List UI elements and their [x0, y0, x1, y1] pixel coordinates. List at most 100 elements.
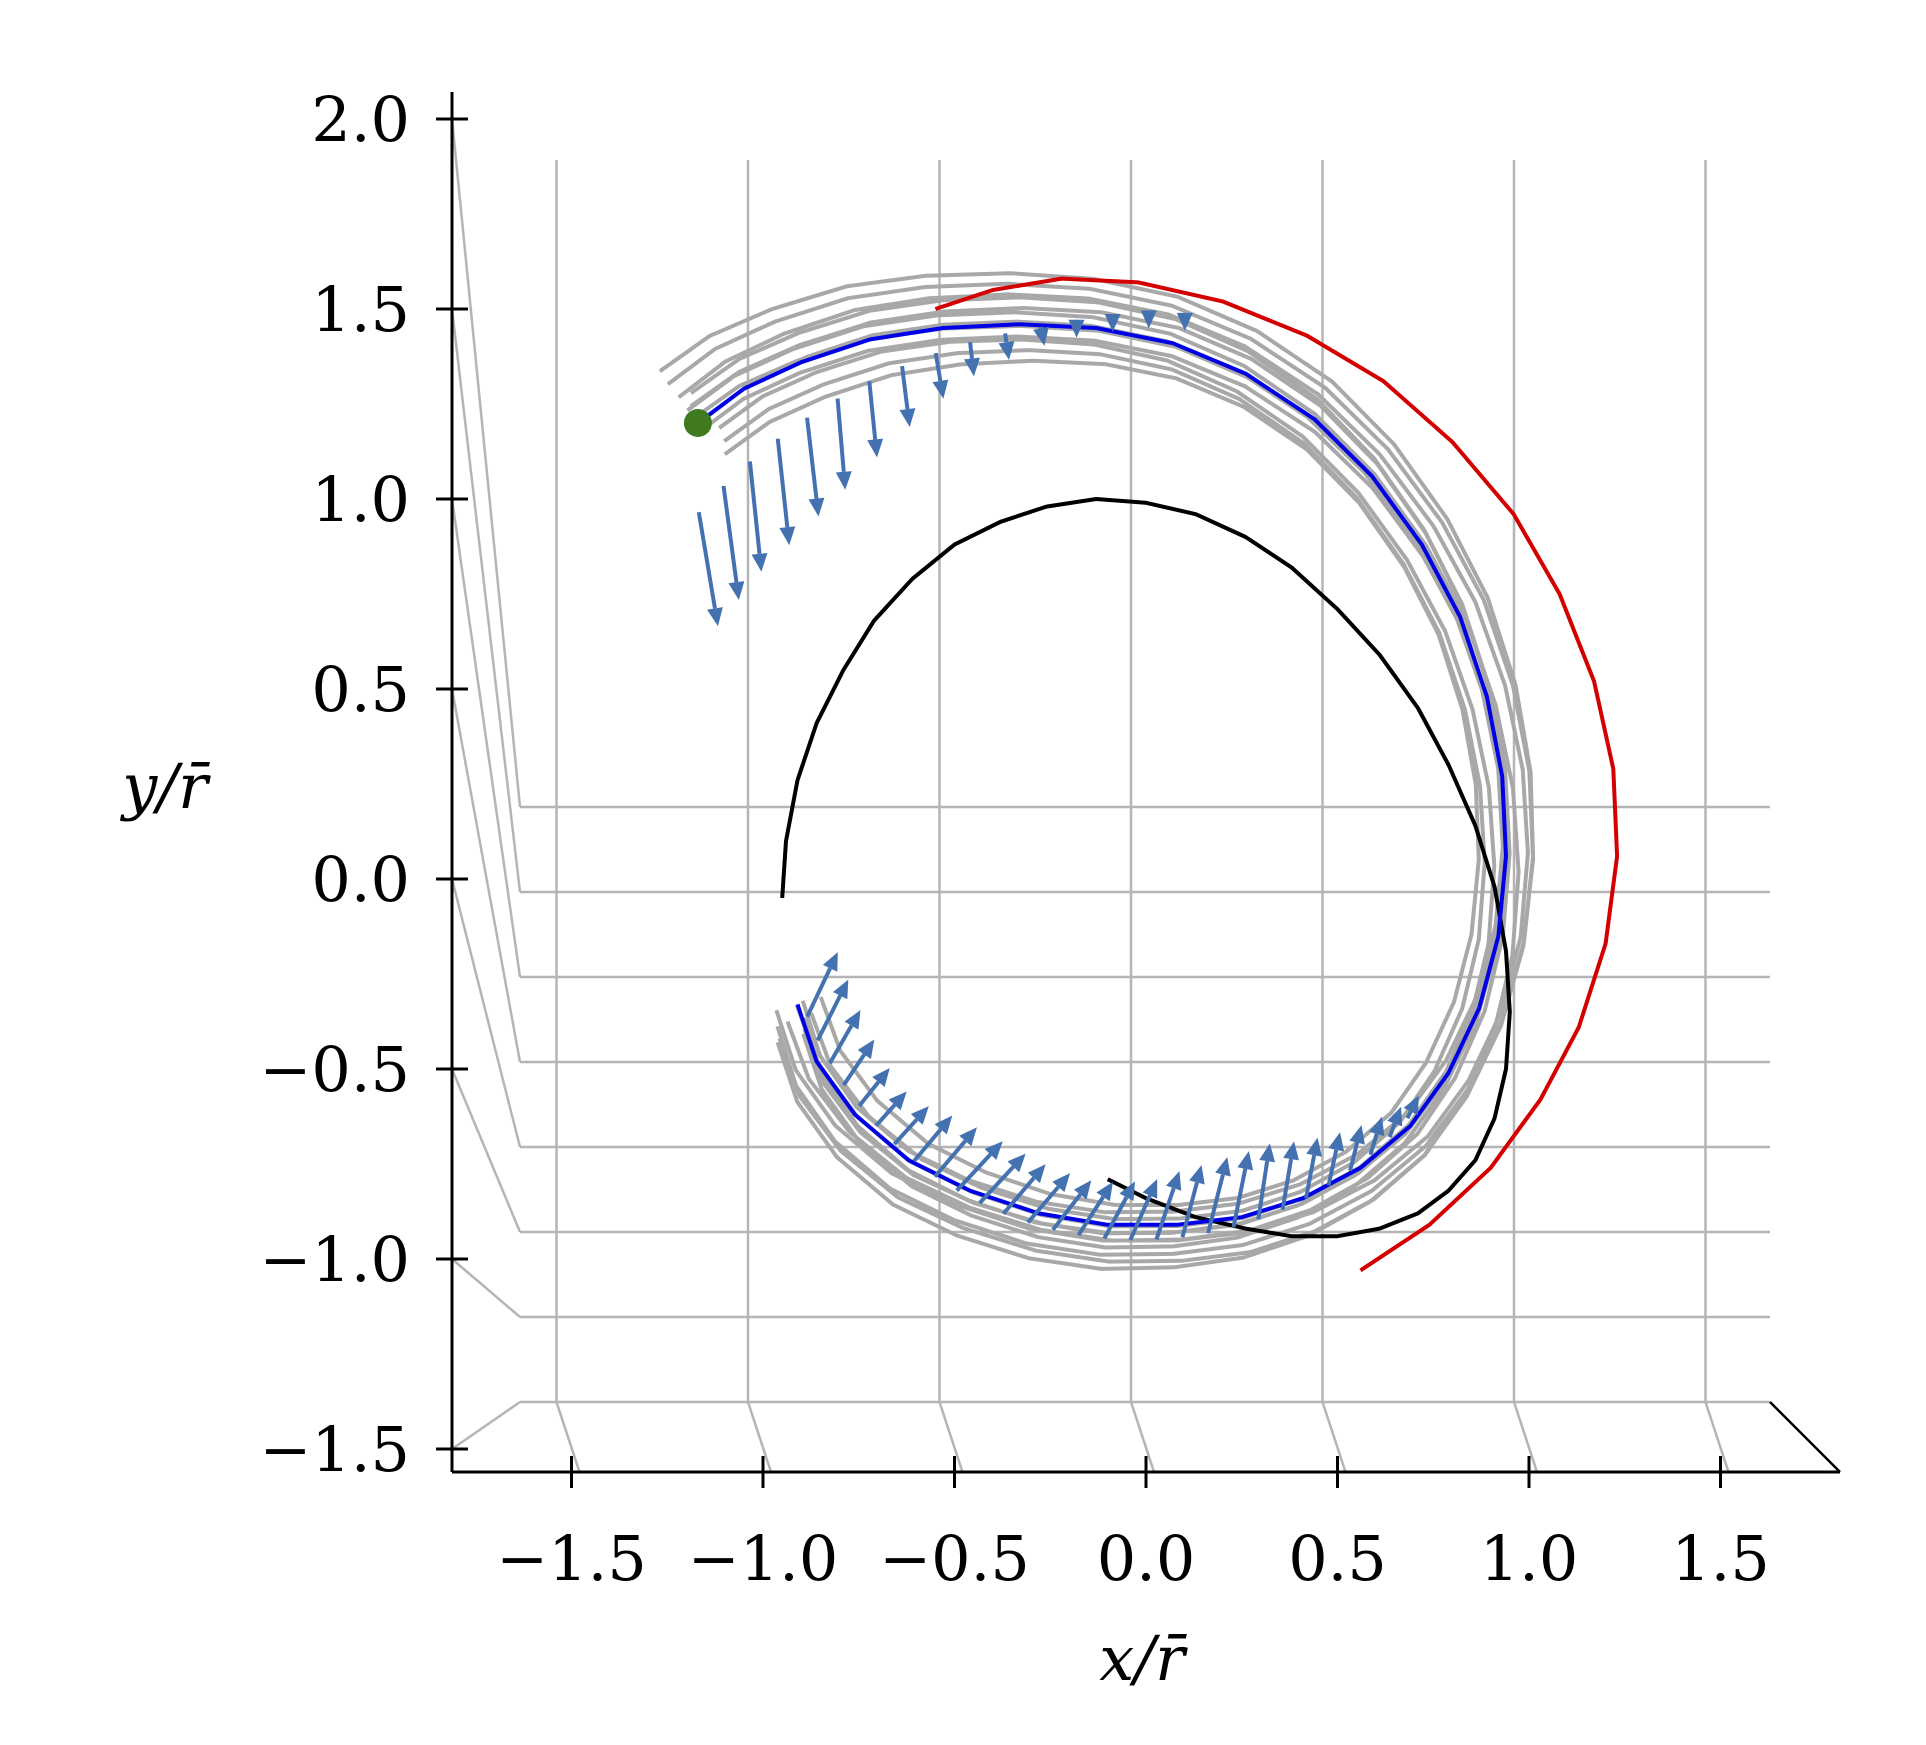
velocity-arrow-head — [934, 1115, 953, 1135]
x-tick-label: −1.0 — [688, 1522, 839, 1595]
grid-floor-line — [1321, 1401, 1347, 1473]
velocity-arrow-head — [835, 471, 852, 490]
x-tick-label: −0.5 — [879, 1522, 1030, 1595]
ensemble-line — [723, 348, 1487, 1222]
velocity-arrow — [1026, 1185, 1060, 1224]
grid-floor-line — [938, 1401, 964, 1473]
grid-wall-line — [450, 1068, 522, 1233]
floor-edge — [1769, 1401, 1841, 1473]
velocity-arrow — [1051, 1193, 1082, 1231]
grid-wall-line — [451, 1258, 521, 1318]
velocity-arrow-head — [1259, 1143, 1276, 1163]
velocity-arrow — [805, 967, 832, 1018]
orbit-series — [696, 276, 1620, 1273]
velocity-arrow-head — [1140, 310, 1157, 329]
start-point-marker — [683, 409, 712, 437]
grid-floor-line — [1512, 1401, 1539, 1473]
velocity-arrow — [1206, 1174, 1225, 1234]
velocity-arrow — [955, 1153, 992, 1193]
ensemble-line — [686, 310, 1521, 1264]
velocity-arrow-head — [1142, 1179, 1158, 1199]
x-tick-label: 0.0 — [1097, 1522, 1196, 1595]
velocity-arrow — [1128, 1194, 1152, 1241]
velocity-arrow-head — [751, 552, 768, 572]
velocity-arrow-head — [899, 408, 916, 427]
velocity-arrow — [842, 1053, 866, 1087]
ensemble-line — [677, 292, 1530, 1243]
grid-floor-line — [1129, 1401, 1156, 1473]
velocity-arrow-head — [932, 379, 949, 399]
velocity-arrow — [857, 1080, 881, 1108]
velocity-arrow — [867, 381, 878, 440]
velocity-arrow — [1231, 1168, 1248, 1228]
blue-trajectory-line — [696, 322, 1508, 1227]
grid-wall-line — [451, 1400, 521, 1451]
velocity-arrow-head — [1104, 313, 1121, 332]
y-tick-label: 1.0 — [311, 463, 410, 536]
velocity-arrow-head — [959, 1127, 977, 1147]
velocity-arrow — [1368, 1133, 1379, 1156]
velocity-arrow — [1405, 1110, 1413, 1120]
x-tick-label: 1.5 — [1671, 1522, 1770, 1595]
velocity-arrow-head — [1189, 1165, 1205, 1185]
y-tick-label: 2.0 — [311, 83, 410, 156]
velocity-arrow-head — [867, 438, 884, 458]
velocity-arrow-head — [833, 979, 849, 1000]
y-tick-label: 0.0 — [311, 843, 410, 916]
velocity-arrows — [696, 310, 1419, 1241]
velocity-arrow-head — [808, 497, 825, 517]
black-orbit-line — [780, 497, 1512, 1239]
velocity-arrow — [721, 485, 739, 583]
velocity-arrow — [933, 352, 943, 382]
velocity-arrow — [1102, 1196, 1129, 1240]
velocity-arrow-head — [1176, 312, 1193, 331]
velocity-arrow — [1387, 1122, 1397, 1138]
velocity-arrow-head — [1033, 326, 1049, 346]
velocity-arrow-head — [910, 1106, 929, 1125]
velocity-arrow-head — [1166, 1171, 1182, 1191]
velocity-arrow — [696, 511, 717, 609]
velocity-arrow-head — [984, 1141, 1003, 1160]
grid-floor-line — [746, 1401, 773, 1473]
velocity-arrow-head — [963, 357, 980, 377]
y-tick-label: 0.5 — [311, 653, 410, 726]
velocity-arrow — [874, 1103, 897, 1128]
velocity-arrow-head — [1007, 1153, 1026, 1173]
velocity-arrow-head — [1403, 1095, 1419, 1116]
velocity-arrow-head — [1283, 1141, 1299, 1161]
velocity-arrow — [1154, 1187, 1176, 1241]
x-tick-label: 0.5 — [1288, 1522, 1387, 1595]
x-tick-label: −1.5 — [496, 1522, 647, 1595]
velocity-arrow-head — [1096, 1181, 1113, 1202]
ensemble-line — [658, 271, 1536, 1271]
markers — [683, 409, 712, 437]
velocity-arrow — [805, 417, 819, 499]
grid-wall-line — [450, 308, 522, 893]
velocity-arrow-head — [1027, 1164, 1046, 1184]
velocity-arrow-head — [1119, 1181, 1135, 1202]
velocity-arrow — [747, 461, 762, 555]
ensemble-line — [708, 319, 1505, 1215]
grid-wall-line — [450, 118, 522, 808]
velocity-arrow — [978, 1165, 1015, 1205]
ensemble-line — [718, 337, 1497, 1236]
velocity-arrow — [1003, 333, 1009, 343]
velocity-arrow — [1001, 1176, 1036, 1215]
x-tick-label: 1.0 — [1480, 1522, 1579, 1595]
y-tick-label: −1.5 — [259, 1413, 410, 1486]
velocity-arrow — [1256, 1160, 1270, 1220]
velocity-arrow-head — [707, 607, 723, 627]
velocity-arrow-head — [1306, 1137, 1323, 1157]
velocity-arrow — [933, 1139, 967, 1178]
y-tick-label: −1.0 — [259, 1223, 410, 1296]
velocity-arrow — [1304, 1154, 1317, 1199]
velocity-arrow-head — [1237, 1151, 1254, 1171]
velocity-arrow — [815, 994, 842, 1042]
velocity-arrow — [1076, 1195, 1105, 1237]
velocity-arrow — [1326, 1149, 1339, 1186]
velocity-arrow-head — [1052, 1173, 1071, 1193]
grid-wall-line — [450, 878, 522, 1148]
tick-labels: −1.5 −1.0 −0.5 0.0 0.5 1.0 1.5 −1.5 −1.0 −0.5 0.0 0… — [259, 83, 1769, 1595]
y-tick-label: −0.5 — [259, 1033, 410, 1106]
